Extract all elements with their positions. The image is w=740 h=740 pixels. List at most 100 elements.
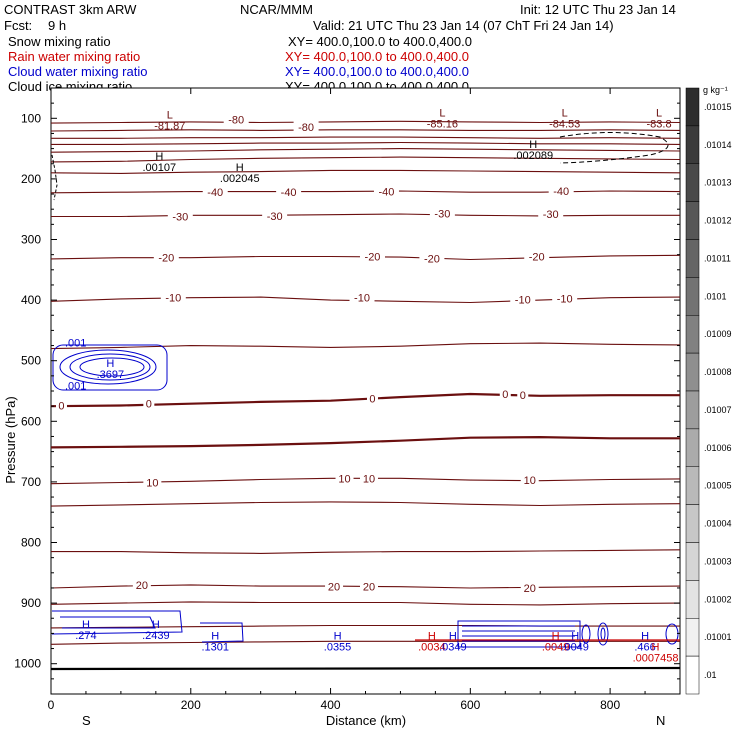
extremum-value-3: -83.8 xyxy=(646,118,671,130)
center-title: NCAR/MMM xyxy=(240,2,313,17)
colorbar-label-10: .01005 xyxy=(704,481,732,491)
contour-label-bg-23 xyxy=(143,476,162,489)
extremum-kind-4: H xyxy=(155,151,163,163)
axes: Pressure (hPa) Distance (km) S N 1002003… xyxy=(3,87,680,728)
contour-label-9: -30 xyxy=(543,209,559,221)
legend-snow: Snow mixing ratio xyxy=(8,34,111,49)
temperature-contour-6 xyxy=(50,169,681,174)
temperature-contour-4 xyxy=(50,148,681,153)
contour-label-23: 10 xyxy=(146,478,158,490)
ground-line xyxy=(50,666,681,671)
contour-label-21: 0 xyxy=(502,389,508,401)
temperature-contour-2 xyxy=(51,136,681,139)
extremum-kind-10: H xyxy=(211,630,219,642)
contour-label-bg-28 xyxy=(325,580,344,593)
temperature-contour-13 xyxy=(50,435,680,449)
extremum-value-7: .3697 xyxy=(97,369,125,381)
contour-label-0: -80 xyxy=(228,115,244,127)
contour-label-3: -40 xyxy=(281,187,297,199)
colorbar-label-8: .01007 xyxy=(704,405,732,415)
colorbar-swatch-5 xyxy=(685,277,700,316)
y-tick-label-4: 500 xyxy=(21,354,41,368)
x-tick-label-0: 0 xyxy=(48,698,55,712)
temperature-contour-5 xyxy=(50,156,681,163)
extremum-kind-1: L xyxy=(439,107,445,119)
contour-label-14: -10 xyxy=(165,293,181,305)
header: CONTRAST 3km ARW NCAR/MMM Init: 12 UTC T… xyxy=(4,2,676,94)
x-tick-label-4: 800 xyxy=(600,698,620,712)
contour-labels: -80 -80 -40 -40 -40 -40 -30 -30 -30 -30 -20 -20 -20 -… xyxy=(55,113,578,595)
temperature-contour-3 xyxy=(51,141,681,145)
x-end-label-north: N xyxy=(656,713,665,728)
colorbar-label-2: .01013 xyxy=(704,178,732,188)
colorbar-swatch-4 xyxy=(685,239,700,278)
contour-label-bg-16 xyxy=(510,293,536,306)
model-title: CONTRAST 3km ARW xyxy=(4,2,137,17)
cloud-contour-low-right-5 xyxy=(665,623,679,645)
contour-label-bg-19 xyxy=(143,397,155,410)
colorbar-swatch-10 xyxy=(685,466,700,505)
legend-rain-xy: XY= 400.0,100.0 to 400.0,400.0 xyxy=(285,49,469,64)
colorbar-label-3: .01012 xyxy=(704,216,732,226)
contour-label-7: -30 xyxy=(267,211,283,223)
extremum-kind-12: H xyxy=(428,630,436,642)
valid-time: Valid: 21 UTC Thu 23 Jan 14 (07 ChT Fri … xyxy=(313,18,614,33)
colorbar-swatch-11 xyxy=(685,504,700,543)
extremum-value-1: -85.16 xyxy=(427,118,458,130)
contour-label-29: 20 xyxy=(363,582,375,594)
colorbar-swatch-13 xyxy=(685,580,700,619)
fcst-value: 9 h xyxy=(48,18,66,33)
contour-label-30: 20 xyxy=(524,583,536,595)
colorbar-swatch-1 xyxy=(685,125,700,164)
contour-label-bg-24 xyxy=(335,472,354,485)
extremum-value-15: .0049 xyxy=(561,641,589,653)
extremum-kind-11: H xyxy=(334,630,342,642)
extremum-value-6: .002089 xyxy=(513,150,553,162)
colorbar-label-7: .01008 xyxy=(704,367,732,377)
snow-contour-upper-right xyxy=(559,132,669,164)
cloud-contour-low-right-2 xyxy=(462,625,575,642)
contour-label-bg-30 xyxy=(520,581,539,594)
x-tick-label-1: 200 xyxy=(181,698,201,712)
legend-snow-xy: XY= 400.0,100.0 to 400.0,400.0 xyxy=(288,34,472,49)
contour-label-2: -40 xyxy=(207,187,223,199)
contour-label-bg-13 xyxy=(524,250,550,263)
contour-label-24: 10 xyxy=(338,473,350,485)
colorbar-swatch-15 xyxy=(685,655,700,695)
extremum-value-0: -81.87 xyxy=(154,120,185,132)
contour-label-bg-0 xyxy=(223,113,249,126)
colorbar-label-1: .01014 xyxy=(704,140,732,150)
contour-label-bg-8 xyxy=(429,207,455,220)
contour-label-8: -30 xyxy=(434,208,450,220)
contour-label-bg-5 xyxy=(548,185,574,198)
contour-label-13: -20 xyxy=(529,251,545,263)
colorbar-swatch-3 xyxy=(685,201,700,240)
y-tick-label-0: 100 xyxy=(21,111,41,125)
cloud-water-contours xyxy=(51,344,679,648)
temperature-contour-11 xyxy=(50,342,681,350)
plot-area: -80 -80 -40 -40 -40 -40 -30 -30 -30 -30 -20 -20 -20 -… xyxy=(50,87,681,695)
extremum-value-12: .0034 xyxy=(418,641,446,653)
temperature-contour-18 xyxy=(50,601,681,606)
cloud-contour-low-right-3 xyxy=(597,622,609,646)
contour-label-26: 10 xyxy=(524,475,536,487)
y-tick-label-7: 800 xyxy=(21,536,41,550)
temperature-contour-7 xyxy=(50,190,681,194)
init-time: Init: 12 UTC Thu 23 Jan 14 xyxy=(520,2,676,17)
contour-label-bg-15 xyxy=(349,291,375,304)
contour-label-bg-20 xyxy=(366,392,378,405)
colorbar-label-6: .01009 xyxy=(704,329,732,339)
y-tick-label-6: 700 xyxy=(21,475,41,489)
contour-label-27: 20 xyxy=(136,580,148,592)
contour-label-bg-26 xyxy=(520,474,539,487)
colorbar-label-14: .01001 xyxy=(704,632,732,642)
colorbar-label-0: .01015 xyxy=(704,102,732,112)
contour-label-bg-4 xyxy=(373,185,399,198)
temperature-contour-15 xyxy=(50,501,681,507)
colorbar-label-5: .0101 xyxy=(704,291,727,301)
x-tick-label-2: 400 xyxy=(321,698,341,712)
extremum-kind-6: H xyxy=(529,139,537,151)
contour-label-bg-21 xyxy=(499,388,511,401)
colorbar-swatch-7 xyxy=(685,352,700,392)
contour-label-28: 20 xyxy=(328,582,340,594)
